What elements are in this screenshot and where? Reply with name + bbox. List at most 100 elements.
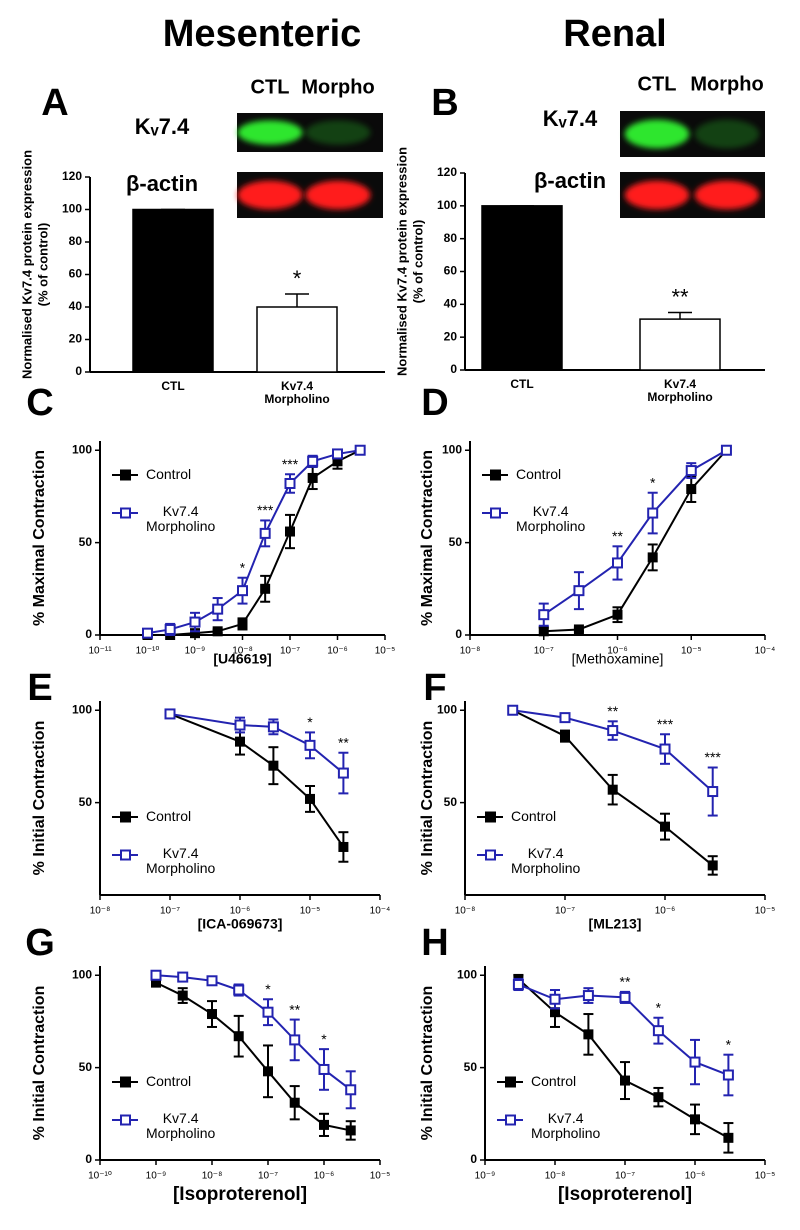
y-tick-label: 100 — [72, 702, 92, 716]
marker — [512, 978, 524, 990]
x-tick-label: 10⁻⁴ — [370, 906, 391, 917]
blot-band — [624, 180, 690, 210]
marker — [237, 585, 248, 597]
x-tick-label: Kv7.4 Morpholino — [264, 380, 330, 407]
y-tick-label: 60 — [69, 267, 83, 281]
marker — [164, 708, 176, 720]
x-tick-label: 10⁻⁷ — [280, 646, 300, 657]
blot-row-label: β-actin — [126, 171, 198, 196]
marker — [560, 731, 570, 742]
legend-label: Control — [146, 808, 192, 824]
legend-marker — [490, 469, 501, 481]
legend-label: Control — [516, 466, 562, 482]
bar — [256, 306, 338, 373]
blot-column-label: CTL — [638, 73, 677, 95]
marker — [573, 585, 585, 597]
legend-label-box: Control — [146, 1073, 191, 1089]
marker — [619, 991, 631, 1003]
y-axis-label: (% of control) — [410, 220, 425, 304]
y-axis-label: (% of control) — [35, 223, 50, 307]
y-tick-label: 100 — [72, 967, 92, 981]
marker — [259, 527, 271, 539]
marker — [285, 526, 295, 537]
x-axis-label: [U46619] — [213, 651, 271, 667]
x-tick-label: 10⁻⁶ — [607, 646, 628, 657]
x-tick-label: 10⁻⁶ — [327, 646, 348, 657]
x-axis-label: [Isoproterenol] — [173, 1184, 307, 1205]
legend-label-box: Control — [146, 808, 192, 824]
series-line — [543, 449, 727, 616]
x-tick-label: CTL — [161, 380, 185, 393]
marker — [284, 477, 296, 489]
marker — [659, 743, 671, 755]
y-axis-label: % Initial Contraction — [31, 986, 48, 1141]
y-tick-label: 80 — [444, 231, 458, 245]
y-tick-label: 50 — [79, 1060, 93, 1074]
significance-label: ** — [620, 974, 631, 990]
bar — [481, 205, 563, 371]
marker — [289, 1034, 301, 1046]
legend-label: Kv7.4 Morpholino — [146, 846, 216, 877]
y-tick-label: 40 — [69, 299, 83, 313]
marker — [660, 821, 670, 832]
blot-band — [305, 180, 371, 210]
x-tick-label-box: Kv7.4 Morpholino — [647, 378, 713, 405]
panel-letter: H — [421, 922, 448, 964]
legend-label-box: Control — [511, 808, 556, 824]
series-line — [147, 449, 361, 636]
panel-letter: D — [421, 382, 448, 424]
marker — [573, 624, 584, 635]
y-axis-label: % Maximal Contraction — [31, 450, 48, 626]
legend-label-box: Kv7.4 Morpholino — [516, 504, 585, 534]
marker — [354, 444, 366, 456]
legend-marker — [120, 811, 131, 823]
x-tick-label: 10⁻⁶ — [314, 1171, 335, 1182]
blot-row-label: Kᵥ7.4 — [135, 114, 190, 139]
x-tick-label-box: Kv7.4 Morpholino — [264, 380, 330, 407]
y-tick-label: 60 — [444, 264, 458, 278]
x-axis-label: [ICA-069673] — [198, 916, 283, 932]
x-tick-label: 10⁻⁴ — [755, 646, 776, 657]
blot-row-label: Kᵥ7.4 — [543, 106, 598, 131]
marker — [612, 609, 623, 620]
marker — [237, 618, 248, 629]
y-tick-label: 0 — [75, 364, 82, 378]
legend-label-box: Kv7.4 Morpholino — [146, 1111, 215, 1141]
legend-marker — [120, 469, 131, 481]
y-tick-label: 20 — [69, 332, 83, 346]
marker — [707, 786, 719, 798]
x-tick-label: 10⁻⁸ — [460, 646, 481, 657]
x-tick-label: 10⁻⁵ — [755, 1171, 776, 1182]
marker — [207, 1009, 217, 1020]
marker — [267, 721, 279, 733]
marker — [538, 626, 549, 637]
legend-label-box: Control — [146, 466, 191, 482]
panel-letter: A — [41, 82, 68, 124]
y-tick-label: 50 — [79, 795, 93, 809]
series-line — [169, 712, 345, 774]
y-tick-label: 120 — [437, 165, 457, 179]
x-tick-label: 10⁻⁵ — [755, 906, 776, 917]
legend-marker — [505, 1114, 516, 1126]
marker — [233, 1031, 244, 1042]
marker — [263, 1066, 273, 1077]
marker — [607, 725, 619, 737]
x-tick-label: 10⁻⁶ — [685, 1171, 706, 1182]
x-tick-label: 10⁻⁷ — [534, 646, 554, 657]
marker — [268, 760, 279, 771]
blot-column-label: Morpho — [301, 76, 374, 98]
legend-label-box: Kv7.4 Morpholino — [511, 846, 580, 876]
x-tick-label: 10⁻⁸ — [455, 906, 476, 917]
x-tick-label: 10⁻⁵ — [300, 906, 321, 917]
marker — [307, 472, 318, 483]
marker — [319, 1119, 329, 1130]
significance-label: ** — [607, 703, 618, 719]
x-tick-label: 10⁻⁹ — [185, 646, 206, 657]
significance-label: * — [265, 981, 271, 997]
x-tick-label: Kv7.4 Morpholino — [647, 378, 713, 405]
marker — [260, 583, 271, 594]
legend-label-box: Kv7.4 Morpholino — [531, 1111, 600, 1141]
legend-marker — [485, 811, 496, 823]
legend-label-box: Kv7.4 Morpholino — [146, 846, 216, 877]
x-tick-label: 10⁻⁷ — [258, 1171, 278, 1182]
